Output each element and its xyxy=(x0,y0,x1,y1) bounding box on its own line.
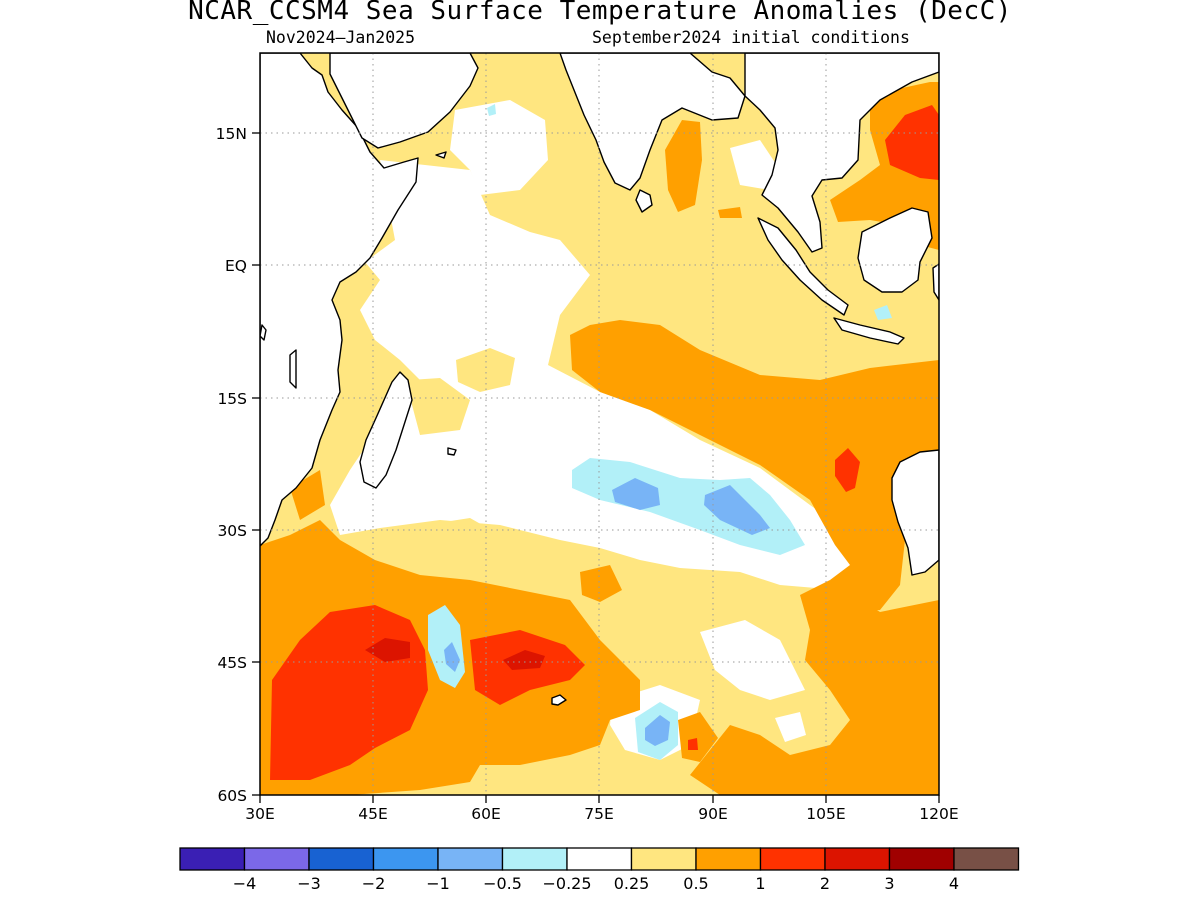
lon-label-45e: 45E xyxy=(358,805,388,823)
india-land xyxy=(559,53,746,191)
legend-label: −0.25 xyxy=(542,874,591,893)
initial-conditions-subtitle: September2024 initial conditions xyxy=(592,28,910,47)
sri-lanka-land xyxy=(635,189,653,213)
madagascar-land xyxy=(359,371,413,489)
lat-label-eq: EQ xyxy=(225,257,247,275)
warm-patch-bay-2 xyxy=(718,207,742,218)
legend-swatch xyxy=(501,847,568,871)
color-scale-legend: −4 −3 −2 −1 −0.5 −0.25 0.25 0.5 1 2 3 4 xyxy=(179,847,1020,893)
comoros-land xyxy=(289,349,297,389)
lon-label-120e: 120E xyxy=(919,805,958,823)
warm-patch-west-edge xyxy=(290,470,325,520)
mauritius-land xyxy=(447,447,457,456)
warm-patch-bay xyxy=(665,120,702,212)
weak-warm-patch-1 xyxy=(456,348,515,392)
lon-label-60e: 60E xyxy=(471,805,501,823)
neutral-region-arabian xyxy=(450,100,548,195)
arabia-land xyxy=(329,53,479,149)
legend-label: 3 xyxy=(884,874,894,893)
legend-label: 4 xyxy=(949,874,959,893)
lon-label-90e: 90E xyxy=(698,805,728,823)
australia-land xyxy=(891,449,939,576)
southeast-asia-land xyxy=(744,53,939,253)
legend-swatch xyxy=(308,847,375,871)
longitude-labels: 30E 45E 60E 75E 90E 105E 120E xyxy=(245,805,958,823)
legend-swatch xyxy=(566,847,633,871)
borneo-land xyxy=(857,207,933,293)
latitude-labels: 15N EQ 15S 30S 45S 60S xyxy=(216,125,247,805)
java-land xyxy=(833,317,905,345)
cool-region-2 xyxy=(704,485,770,535)
legend-swatch xyxy=(888,847,955,871)
lat-label-30s: 30S xyxy=(217,522,247,540)
land-masses xyxy=(260,53,939,706)
legend-swatch xyxy=(953,847,1020,871)
legend-label: −1 xyxy=(426,874,450,893)
legend-label: 1 xyxy=(755,874,765,893)
map-title: NCAR_CCSM4 Sea Surface Temperature Anoma… xyxy=(188,0,1012,26)
neutral-south-small-2 xyxy=(775,712,806,742)
lat-label-15s: 15S xyxy=(217,390,247,408)
lat-label-45s: 45S xyxy=(217,654,247,672)
africa-land xyxy=(260,53,419,547)
legend-swatch xyxy=(372,847,439,871)
weak-warm-patch-2 xyxy=(410,378,470,435)
warm-band-southeast xyxy=(690,580,939,795)
legend-swatch xyxy=(759,847,826,871)
cool-patch-3 xyxy=(444,642,460,672)
anomaly-field xyxy=(260,53,939,795)
legend-swatch xyxy=(243,847,310,871)
legend-swatch xyxy=(179,847,246,871)
neutral-region-south xyxy=(700,620,805,700)
lat-label-60s: 60S xyxy=(217,787,247,805)
legend-swatch xyxy=(630,847,697,871)
warm-patch-south-1 xyxy=(580,565,622,602)
very-hot-core-2 xyxy=(503,650,545,670)
hot-patch-south xyxy=(688,738,698,750)
legend-label: 2 xyxy=(820,874,830,893)
legend-label: −2 xyxy=(362,874,386,893)
weak-cool-patch-arabian xyxy=(487,104,496,116)
legend-swatch xyxy=(695,847,762,871)
weak-cool-patch-java xyxy=(874,305,892,320)
kerguelen-land xyxy=(551,694,567,706)
legend-swatch xyxy=(437,847,504,871)
weak-warm-patch-3 xyxy=(425,518,520,565)
legend-swatch xyxy=(824,847,891,871)
socotra-land xyxy=(435,151,447,159)
lon-label-30e: 30E xyxy=(245,805,275,823)
axis-ticks xyxy=(252,132,940,803)
hot-region-south-china-sea xyxy=(885,105,939,180)
legend-label: −3 xyxy=(297,874,321,893)
lon-label-105e: 105E xyxy=(806,805,845,823)
period-subtitle: Nov2024–Jan2025 xyxy=(266,28,416,47)
lon-label-75e: 75E xyxy=(584,805,614,823)
very-hot-core-1 xyxy=(365,638,410,662)
legend-label: −0.5 xyxy=(483,874,522,893)
legend-label: −4 xyxy=(233,874,257,893)
legend-label: 0.5 xyxy=(683,874,708,893)
lat-label-15n: 15N xyxy=(216,125,247,143)
cool-region-1 xyxy=(612,478,660,510)
cool-patch-4 xyxy=(645,715,670,746)
neutral-bay-bengal xyxy=(730,140,780,190)
legend-label: 0.25 xyxy=(614,874,650,893)
hot-patch-west-australia xyxy=(835,448,860,492)
warm-band-central xyxy=(570,320,939,612)
